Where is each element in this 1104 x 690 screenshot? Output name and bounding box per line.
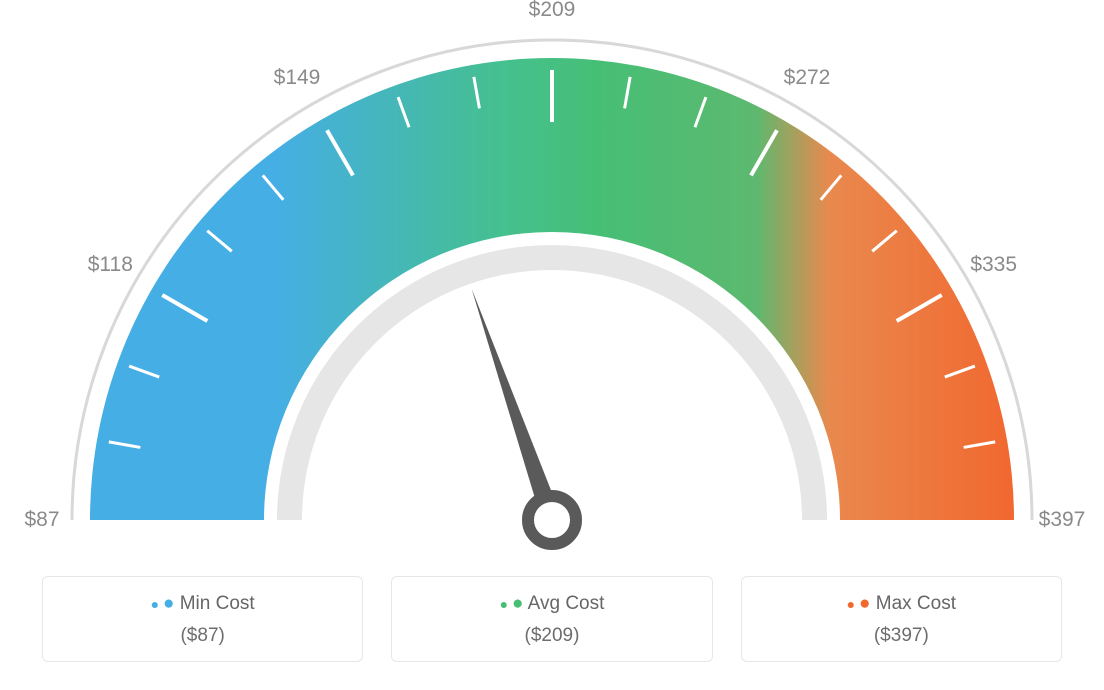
legend-min-label: ● Min Cost (53, 593, 352, 615)
gauge-tick-label: $272 (784, 66, 831, 90)
legend-avg-value: ($209) (402, 625, 701, 647)
gauge-tick-label: $118 (88, 253, 133, 277)
legend-card-avg: ● Avg Cost ($209) (391, 576, 712, 662)
gauge-tick-label: $397 (1039, 508, 1086, 532)
gauge-tick-label: $149 (274, 66, 321, 90)
legend-max-value: ($397) (752, 625, 1051, 647)
legend-card-min: ● Min Cost ($87) (42, 576, 363, 662)
legend-avg-label: ● Avg Cost (402, 593, 701, 615)
gauge-chart: $87 $118 $149 $209 $272 $335 $397 (0, 0, 1104, 560)
legend-min-value: ($87) (53, 625, 352, 647)
gauge-tick-label: $87 (24, 508, 59, 532)
legend-card-max: ● Max Cost ($397) (741, 576, 1062, 662)
legend-max-label: ● Max Cost (752, 593, 1051, 615)
legend-row: ● Min Cost ($87) ● Avg Cost ($209) ● Max… (42, 576, 1062, 662)
gauge-svg (0, 0, 1104, 560)
gauge-tick-label: $209 (529, 0, 576, 22)
gauge-tick-label: $335 (970, 253, 1017, 277)
